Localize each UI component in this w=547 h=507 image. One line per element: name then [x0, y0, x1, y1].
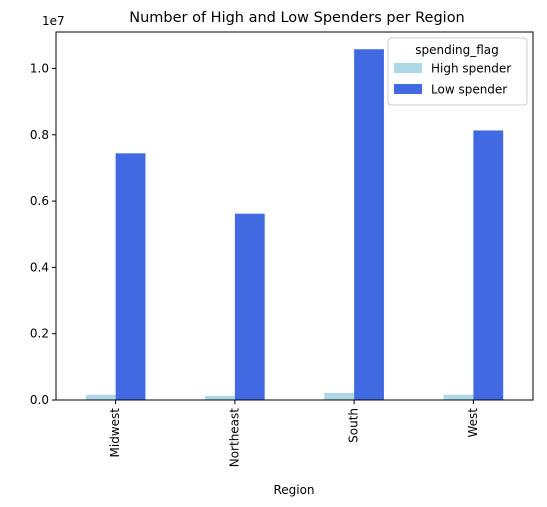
legend-title: spending_flag — [415, 43, 499, 57]
plot-frame — [55, 31, 534, 401]
legend-items: High spender Low spender — [394, 62, 511, 97]
bar-south-high-spender — [324, 393, 355, 400]
legend-label-high-spender: High spender — [431, 62, 511, 76]
x-tick-label-midwest: Midwest — [108, 408, 122, 458]
y-tick-label: 0.4 — [30, 260, 49, 274]
y-tick-label: 1.0 — [30, 61, 49, 75]
y-tick-label: 0.0 — [30, 393, 49, 407]
x-axis: Midwest Northeast South West — [108, 400, 480, 467]
y-tick-label: 0.8 — [30, 128, 49, 142]
bar-west-high-spender — [443, 394, 474, 400]
bar-northeast-high-spender — [205, 395, 235, 400]
legend-box — [387, 37, 528, 106]
chart-title: Number of High and Low Spenders per Regi… — [129, 10, 465, 26]
x-axis-label: Region — [273, 483, 314, 497]
bar-midwest-high-spender — [85, 394, 116, 400]
bar-west-low-spender — [473, 130, 504, 400]
bar-south-low-spender — [354, 49, 384, 401]
y-tick-label: 0.6 — [30, 194, 49, 208]
legend-swatch-high-spender — [394, 63, 422, 73]
legend-label-low-spender: Low spender — [431, 83, 507, 97]
legend-swatch-low-spender — [394, 84, 422, 94]
x-tick-label-south: South — [347, 408, 361, 443]
x-tick-label-northeast: Northeast — [227, 408, 241, 468]
legend: spending_flag High spender Low spender — [387, 37, 528, 106]
bar-northeast-low-spender — [234, 213, 265, 400]
y-axis-scale-label: 1e7 — [42, 14, 65, 28]
x-tick-label-west: West — [466, 408, 480, 438]
y-tick-label: 0.2 — [30, 327, 49, 341]
bars-layer — [85, 49, 504, 401]
bar-midwest-low-spender — [115, 153, 146, 400]
y-axis: 0.0 0.2 0.4 0.6 0.8 1.0 — [30, 61, 56, 407]
